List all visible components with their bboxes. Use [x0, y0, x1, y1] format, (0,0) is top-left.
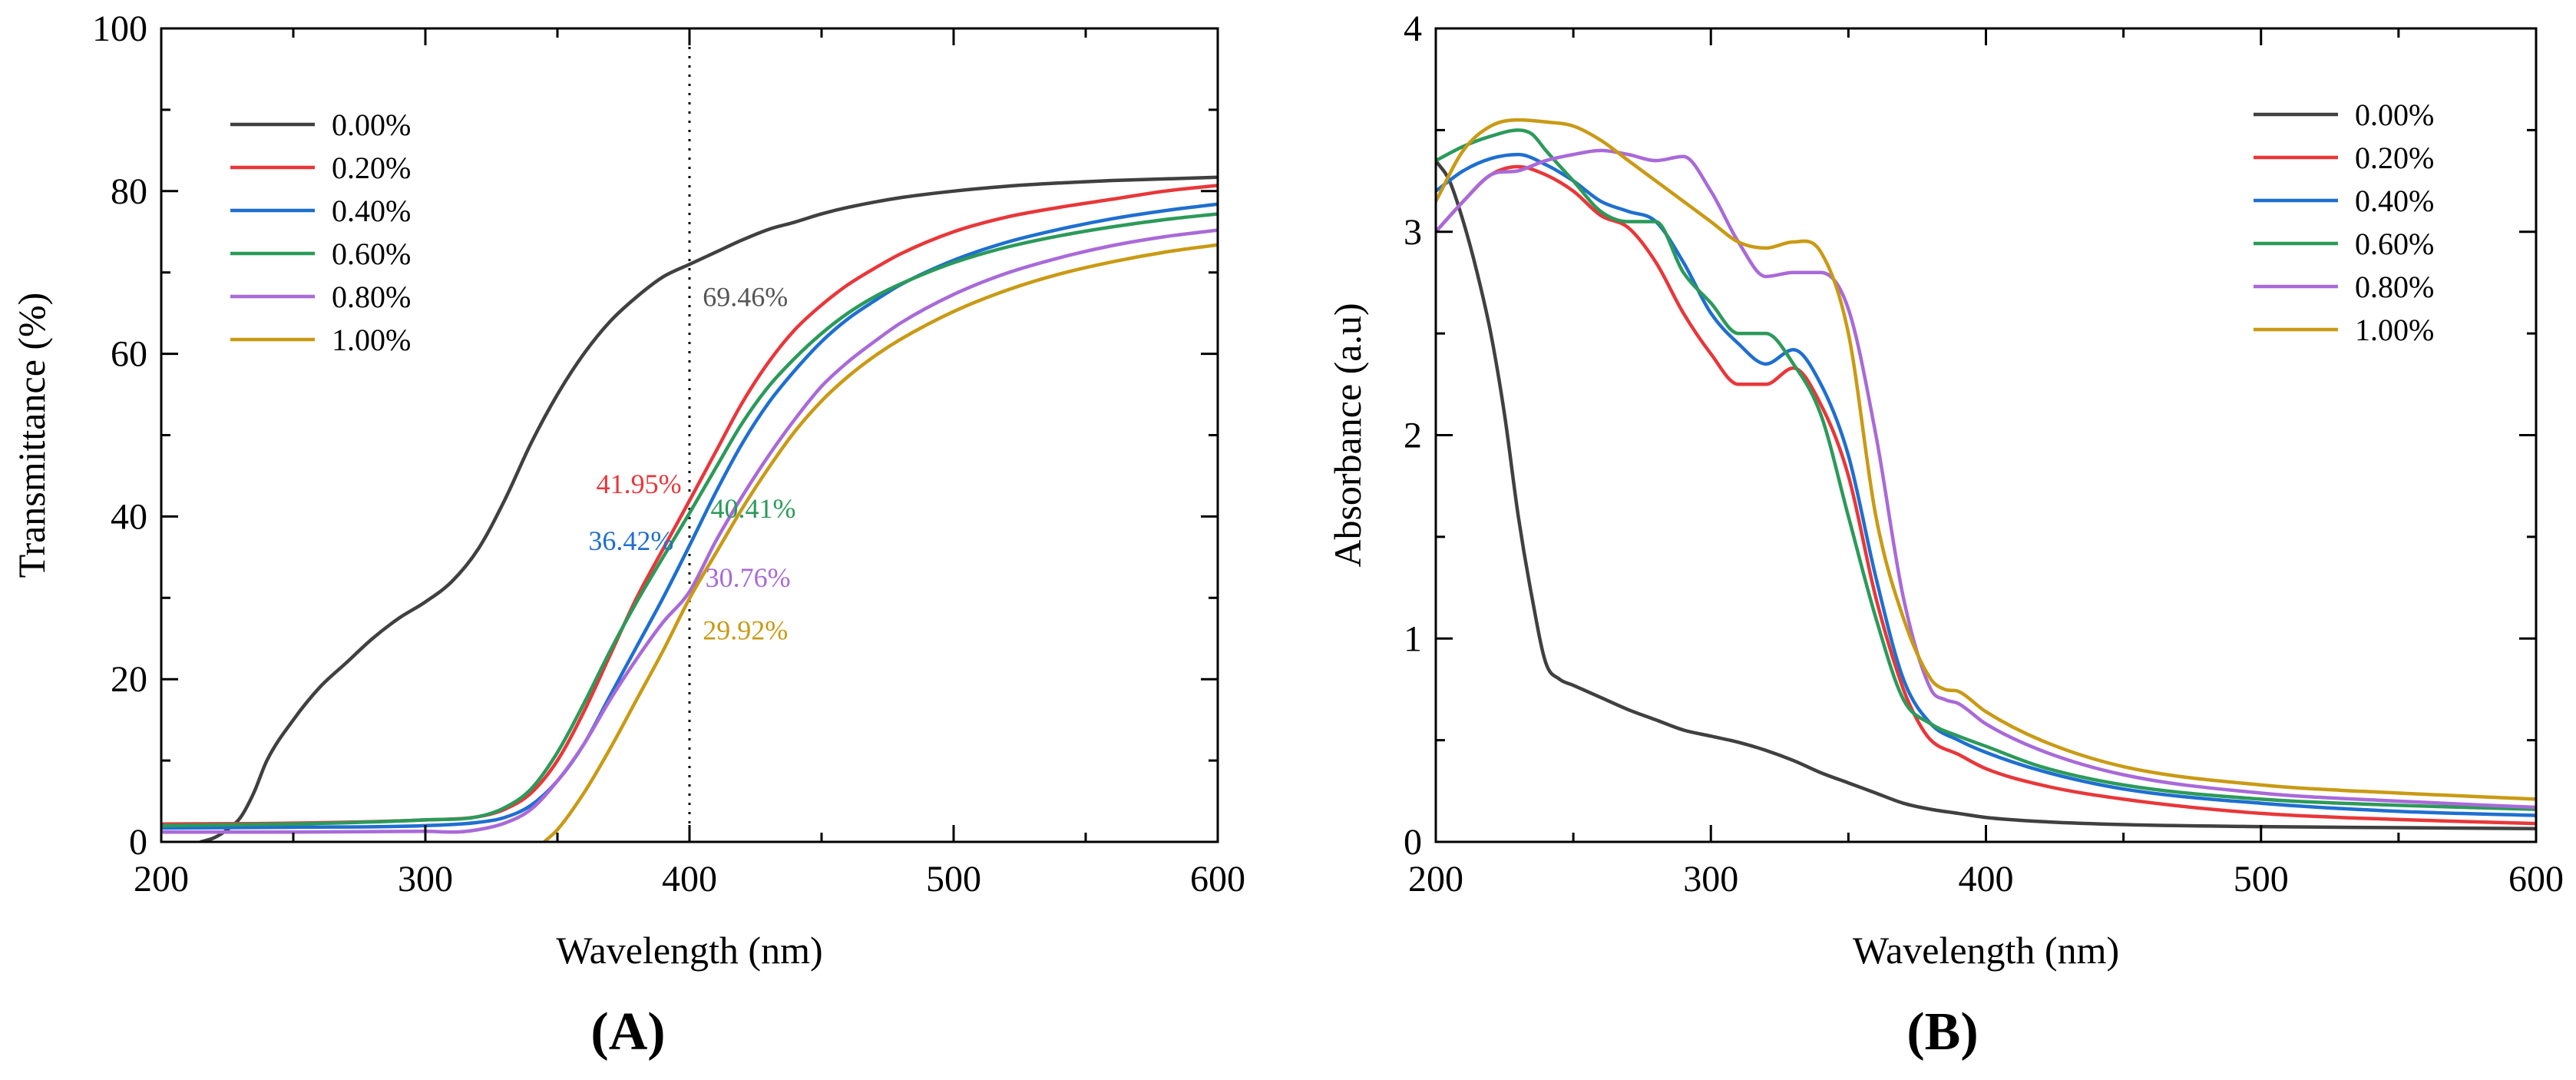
- y-tick-label: 0: [129, 822, 147, 863]
- y-tick-label: 3: [1404, 212, 1422, 253]
- legend-entry: 0.40%: [2355, 184, 2434, 218]
- data-annotation: 29.92%: [703, 615, 788, 646]
- x-tick-label: 200: [134, 859, 189, 899]
- chart-panel-a: 200 300 400 500 600 0 20 40 60 80 100 Wavelength (n…: [10, 8, 1245, 1062]
- panel-label: (A): [590, 1002, 665, 1062]
- x-axis-title: Wavelength (nm): [1853, 929, 2119, 972]
- y-tick-label: 0: [1404, 822, 1422, 863]
- series-line-1.00%: [1436, 118, 2536, 801]
- y-tick-label: 40: [111, 496, 147, 537]
- series-group: [161, 175, 1218, 842]
- data-annotation: 30.76%: [706, 562, 791, 593]
- legend-entry: 0.80%: [2355, 270, 2434, 304]
- x-tick-label: 400: [662, 859, 717, 899]
- y-axis-title: Transmittance (%): [10, 293, 53, 578]
- series-line-0.20%: [1436, 164, 2536, 826]
- legend-entry: 0.20%: [2355, 141, 2434, 175]
- y-axis-title: Absorbance (a.u): [1326, 303, 1369, 567]
- x-tick-label: 300: [398, 859, 453, 899]
- legend-entry: 0.60%: [2355, 227, 2434, 261]
- y-tick-label: 1: [1404, 618, 1422, 659]
- panel-label: (B): [1906, 1002, 1978, 1062]
- data-annotation: 36.42%: [588, 525, 673, 556]
- series-line-0.80%: [1436, 148, 2536, 810]
- data-annotation: 41.95%: [597, 469, 682, 499]
- legend-entry: 0.80%: [332, 280, 411, 314]
- legend-entry: 0.40%: [332, 194, 411, 228]
- x-tick-label: 600: [2508, 859, 2564, 899]
- y-tick-label: 4: [1404, 8, 1422, 49]
- legend-entry: 0.20%: [332, 151, 411, 185]
- x-tick-label: 500: [2234, 859, 2289, 899]
- series-line-0.00%: [1436, 158, 2536, 831]
- series-line-0.60%: [161, 212, 1218, 828]
- chart-panel-b: 200 300 400 500 600 0 1 2 3 4 Wavelength (nm) Absor…: [1326, 8, 2564, 1062]
- series-line-0.00%: [199, 175, 1218, 842]
- y-tick-label: 60: [111, 334, 147, 375]
- series-line-0.80%: [161, 228, 1218, 834]
- y-tick-label: 20: [111, 659, 147, 700]
- legend-entry: 1.00%: [332, 323, 411, 357]
- x-axis-title: Wavelength (nm): [556, 929, 822, 972]
- y-tick-label: 80: [111, 171, 147, 212]
- x-tick-label: 200: [1408, 859, 1463, 899]
- data-annotation: 69.46%: [703, 281, 788, 312]
- series-group: [1436, 118, 2536, 831]
- legend-entry: 1.00%: [2355, 313, 2434, 347]
- y-tick-label: 2: [1404, 416, 1422, 456]
- x-tick-label: 300: [1683, 859, 1738, 899]
- series-line-1.00%: [542, 243, 1218, 842]
- x-tick-label: 400: [1959, 859, 2014, 899]
- legend-entry: 0.00%: [2355, 98, 2434, 132]
- legend: 0.00% 0.20% 0.40% 0.60% 0.80% 1.00%: [230, 108, 411, 357]
- series-line-0.60%: [1436, 128, 2536, 811]
- x-tick-label: 500: [926, 859, 981, 899]
- legend-entry: 0.00%: [332, 108, 411, 142]
- legend-entry: 0.60%: [332, 237, 411, 271]
- series-line-0.40%: [161, 202, 1218, 830]
- legend: 0.00% 0.20% 0.40% 0.60% 0.80% 1.00%: [2254, 98, 2434, 347]
- x-tick-label: 600: [1190, 859, 1245, 899]
- data-annotation: 40.41%: [711, 493, 796, 524]
- y-tick-label: 100: [92, 8, 147, 49]
